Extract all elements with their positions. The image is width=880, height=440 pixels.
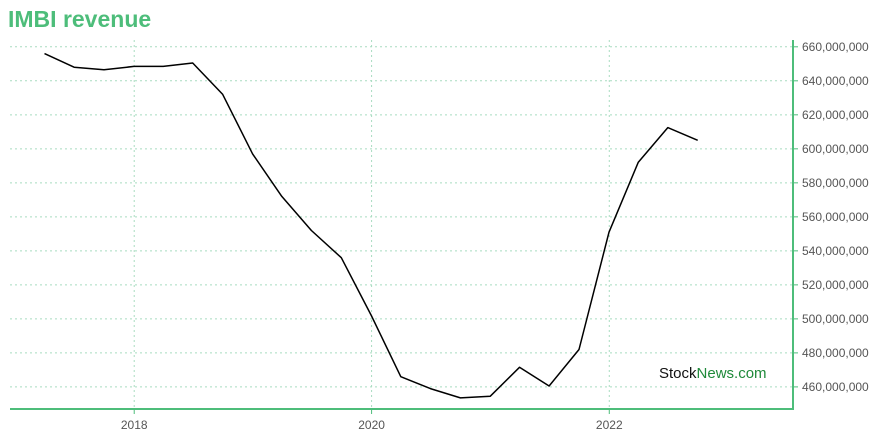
y-tick-label: 540,000,000 [802,244,869,258]
watermark-stock: Stock [659,365,697,382]
y-tick-label: 580,000,000 [802,176,869,190]
y-tick-label: 480,000,000 [802,346,869,360]
x-tick-label: 2018 [121,418,148,432]
y-tick-label: 500,000,000 [802,312,869,326]
y-tick-label: 560,000,000 [802,210,869,224]
y-tick-label: 660,000,000 [802,40,869,54]
y-tick-label: 640,000,000 [802,74,869,88]
chart-title: IMBI revenue [8,6,152,32]
x-tick-label: 2022 [596,418,623,432]
revenue-series-line [44,52,698,399]
tick-labels: 460,000,000 480,000,000 500,000,000 520,000… [121,40,869,432]
watermark-news: News.com [696,365,767,382]
y-tick-label: 600,000,000 [802,142,869,156]
series [44,52,698,399]
y-tick-label: 460,000,000 [802,380,869,394]
axes [10,40,798,414]
grid [10,40,793,409]
y-tick-label: 520,000,000 [802,278,869,292]
y-tick-label: 620,000,000 [802,108,869,122]
x-tick-label: 2020 [358,418,385,432]
stocknews-watermark: StockNews.com [659,365,767,382]
